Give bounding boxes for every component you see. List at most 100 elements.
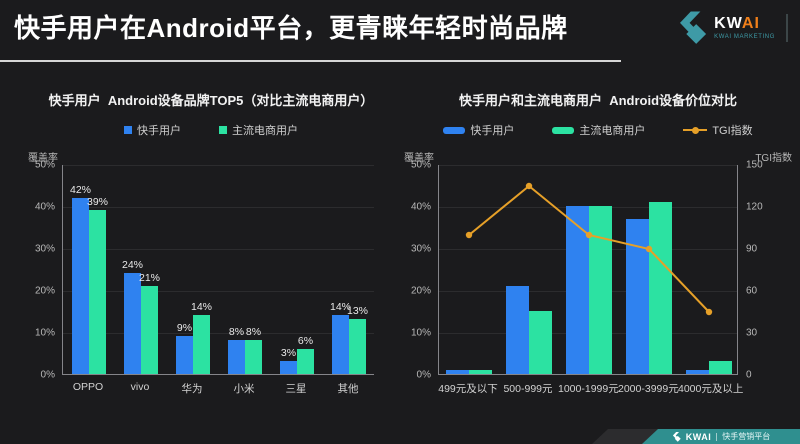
kwai-brand-wordmark: KWAI <box>714 16 775 32</box>
y-axis-right-tick: 150 <box>746 159 763 171</box>
bar <box>280 361 297 374</box>
legend-label: 主流电商用户 <box>232 125 298 137</box>
gridline <box>63 249 374 250</box>
bar-value-label: 42% <box>69 183 91 196</box>
bar-value-label: 13% <box>346 305 368 318</box>
bar <box>709 361 732 374</box>
y-axis-right-tick: 0 <box>746 369 752 381</box>
y-axis-tick: 30% <box>34 243 55 255</box>
x-axis-label: 其他 <box>337 383 359 395</box>
series-swatch-icon <box>552 126 575 134</box>
bar <box>626 218 649 374</box>
bar-value-label: 24% <box>121 259 143 272</box>
y-axis-right-tick: 120 <box>746 201 763 213</box>
bar <box>297 348 314 374</box>
series-swatch-icon <box>219 126 227 134</box>
tgi-point <box>465 231 473 239</box>
x-axis-label: 2000-3999元 <box>618 383 679 395</box>
y-axis-tick: 10% <box>34 327 55 339</box>
bar <box>332 315 349 374</box>
chart-legend: 快手用户 主流电商用户 <box>28 123 394 137</box>
bar-value-label: 14% <box>190 301 212 314</box>
legend-item: 主流电商用户 <box>552 122 645 138</box>
x-axis-label: 华为 <box>181 383 203 395</box>
gridline <box>63 333 374 334</box>
logo-divider <box>786 14 788 42</box>
kwai-logo: KWAI KWAI MARKETING <box>677 8 788 48</box>
brand-kw: KW <box>714 15 742 32</box>
legend-item: 快手用户 <box>443 122 514 138</box>
gridline <box>63 291 374 292</box>
brand-top5-chart-panel: 快手用户 Android设备品牌TOP5（对比主流电商用户） 快手用户 主流电商用… <box>28 90 394 403</box>
y-axis-tick: 40% <box>34 201 55 213</box>
x-axis-label: 小米 <box>233 383 255 395</box>
x-axis-label: 500-999元 <box>503 383 553 395</box>
brand-ai: AI <box>741 15 760 32</box>
bar <box>89 210 106 374</box>
legend-item: 主流电商用户 <box>219 122 298 138</box>
title-underline <box>0 60 621 62</box>
legend-label: 快手用户 <box>470 125 515 137</box>
tgi-dot-icon <box>692 126 700 134</box>
legend-item: 快手用户 <box>124 122 181 138</box>
bar <box>469 369 492 374</box>
bar-value-label: 14% <box>329 301 351 314</box>
tgi-point <box>705 308 713 316</box>
bar-value-label: 8% <box>245 326 262 339</box>
legend-label: TGI指数 <box>712 125 753 137</box>
bar <box>176 336 193 374</box>
gridline <box>63 207 374 208</box>
tgi-line-legend-icon <box>683 126 708 134</box>
bar <box>141 285 158 374</box>
footer-ribbon-dark <box>592 429 662 444</box>
bar <box>529 311 552 374</box>
kwai-logo-text: KWAI KWAI MARKETING <box>714 16 775 41</box>
plot-area <box>438 165 738 375</box>
legend-label: 快手用户 <box>137 125 181 137</box>
bar <box>245 340 262 374</box>
footer-brand-text: KWAI <box>685 431 712 442</box>
bar <box>686 369 709 374</box>
bar <box>349 319 366 374</box>
chart-area: 覆盖率 42% 24% 9% 8% 3% 14% 39% 21% 14% 8% 6% 13% 0% 10… <box>28 149 394 403</box>
bar-value-label: 21% <box>138 271 160 284</box>
y-axis-right-title: TGI指数 <box>755 153 792 164</box>
x-axis-label: 4000元及以上 <box>678 383 744 395</box>
plot-area: 42% 24% 9% 8% 3% 14% 39% 21% 14% 8% 6% 13% <box>62 165 374 375</box>
bar <box>124 273 141 374</box>
legend-item: TGI指数 <box>683 122 753 138</box>
footer-platform-label: 快手营销平台 <box>722 432 771 441</box>
tgi-line <box>465 182 713 316</box>
kwai-arrow-icon <box>672 431 681 442</box>
y-axis-right-tick: 90 <box>746 243 758 255</box>
bar <box>649 201 672 374</box>
bar-value-label: 39% <box>86 196 108 209</box>
gridline <box>63 165 374 166</box>
x-axis-label: OPPO <box>72 381 104 393</box>
bar-value-label: 3% <box>280 347 297 360</box>
x-axis-label: 1000-1999元 <box>558 383 619 395</box>
y-axis-right-tick: 30 <box>746 327 758 339</box>
series-swatch-icon <box>124 126 132 134</box>
kwai-brand-subtitle: KWAI MARKETING <box>714 34 775 40</box>
y-axis-tick: 50% <box>34 159 55 171</box>
kwai-arrow-icon <box>680 11 707 44</box>
y-axis-title: 覆盖率 <box>28 153 58 164</box>
tgi-point <box>525 182 533 190</box>
x-axis-label: vivo <box>130 381 150 393</box>
y-axis-tick: 20% <box>34 285 55 297</box>
y-axis-tick: 40% <box>410 201 431 213</box>
y-axis-title: 覆盖率 <box>404 153 434 164</box>
bar <box>193 315 210 374</box>
x-axis-label: 三星 <box>285 383 307 395</box>
bar-value-label: 9% <box>176 322 193 335</box>
tgi-point <box>645 245 653 253</box>
chart-legend: 快手用户 主流电商用户 TGI指数 <box>404 123 792 137</box>
tgi-point <box>585 231 593 239</box>
bar <box>506 285 529 374</box>
y-axis-tick: 20% <box>410 285 431 297</box>
page-title: 快手用户在Android平台，更青睐年轻时尚品牌 <box>14 13 568 43</box>
chart-title: 快手用户 Android设备品牌TOP5（对比主流电商用户） <box>48 93 374 108</box>
y-axis-right-tick: 60 <box>746 285 758 297</box>
gridline <box>439 165 737 166</box>
